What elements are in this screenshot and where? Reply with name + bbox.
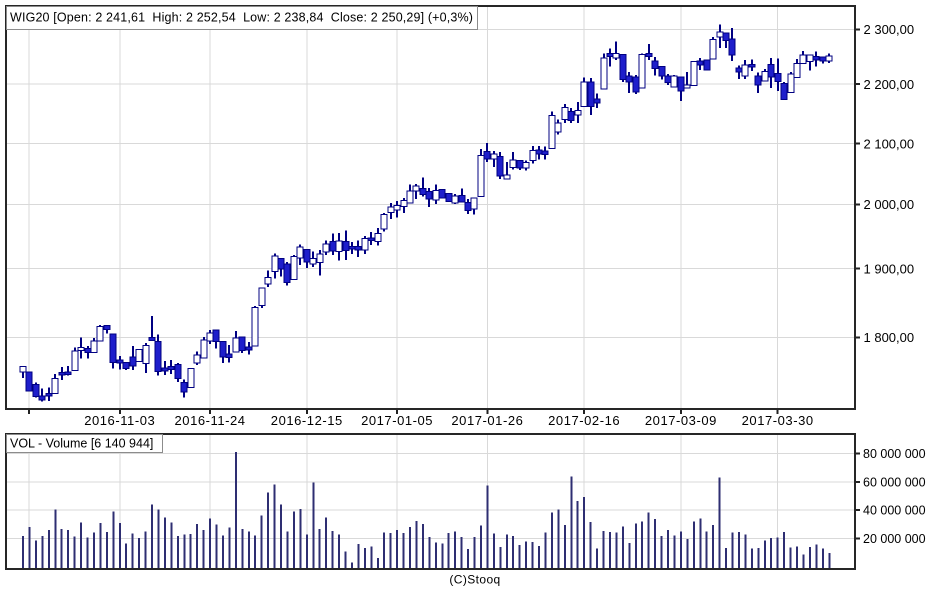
svg-text:80 000 000: 80 000 000 (863, 447, 926, 461)
svg-text:2017-03-09: 2017-03-09 (645, 413, 717, 428)
svg-text:(C)Stooq: (C)Stooq (449, 573, 500, 587)
svg-text:40 000 000: 40 000 000 (863, 504, 926, 518)
svg-text:2016-11-03: 2016-11-03 (84, 413, 155, 428)
svg-text:2017-01-26: 2017-01-26 (451, 413, 523, 428)
svg-text:2017-03-30: 2017-03-30 (742, 413, 814, 428)
svg-text:2017-01-05: 2017-01-05 (361, 413, 433, 428)
svg-text:2 100,00: 2 100,00 (864, 136, 915, 151)
svg-text:1 800,00: 1 800,00 (864, 330, 915, 345)
svg-text:2016-12-15: 2016-12-15 (271, 413, 343, 428)
svg-text:WIG20 [Open: 2 241,61 High: 2: WIG20 [Open: 2 241,61 High: 2 252,54 Low… (10, 11, 473, 25)
svg-text:20 000 000: 20 000 000 (863, 532, 926, 546)
svg-text:2016-11-24: 2016-11-24 (175, 413, 246, 428)
svg-text:2017-02-16: 2017-02-16 (548, 413, 620, 428)
svg-text:1 900,00: 1 900,00 (864, 261, 915, 276)
svg-text:60 000 000: 60 000 000 (863, 475, 926, 489)
svg-text:VOL - Volume [6 140 944]: VOL - Volume [6 140 944] (10, 437, 153, 451)
svg-text:2 200,00: 2 200,00 (864, 77, 915, 92)
svg-text:2 300,00: 2 300,00 (864, 22, 915, 37)
svg-text:2 000,00: 2 000,00 (864, 197, 915, 212)
